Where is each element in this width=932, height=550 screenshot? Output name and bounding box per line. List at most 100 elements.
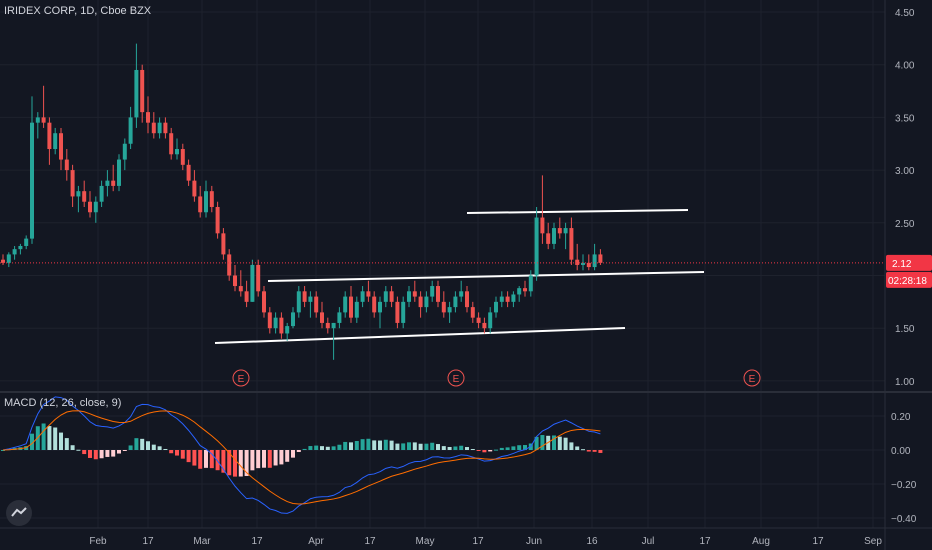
candle-body [163, 122, 168, 134]
time-tick-label: Jun [526, 536, 542, 547]
macd-histogram-bar [412, 442, 417, 450]
candle-body [267, 312, 272, 329]
candle-body [105, 180, 110, 186]
macd-histogram-bar [267, 450, 272, 468]
time-tick-label: Jul [642, 536, 655, 547]
macd-title[interactable]: MACD (12, 26, close, 9) [4, 397, 122, 409]
macd-indicator [1, 396, 603, 514]
price-tick-label: 3.50 [895, 113, 915, 124]
candle-body [360, 291, 365, 302]
time-tick-label: 16 [586, 536, 598, 547]
candle-body [494, 301, 498, 313]
candle-body [389, 291, 394, 302]
candle-body [325, 322, 330, 329]
macd-histogram-bar [453, 446, 458, 450]
macd-histogram-bar [592, 450, 597, 452]
macd-histogram-bar [163, 448, 168, 450]
macd-histogram-bar [296, 450, 301, 452]
candle-body [436, 286, 440, 302]
macd-histogram-bar [424, 443, 429, 450]
macd-histogram-bar [552, 435, 556, 450]
candle-body [285, 326, 290, 334]
candle-body [505, 296, 510, 302]
macd-histogram-bar [395, 443, 400, 450]
candle-body [441, 301, 446, 313]
trendline [466, 209, 689, 214]
macd-histogram-bar [215, 450, 220, 471]
macd-histogram-bar [128, 445, 133, 450]
macd-histogram-bar [99, 450, 104, 459]
macd-histogram-bar [447, 446, 452, 450]
candle-body [453, 296, 458, 308]
candle-body [575, 259, 580, 265]
candle-body [24, 238, 29, 246]
candle-body [180, 149, 185, 165]
macd-histogram-bar [534, 436, 539, 450]
macd-histogram-bar [337, 444, 342, 450]
time-tick-label: 17 [364, 536, 376, 547]
macd-histogram-bar [291, 450, 295, 458]
candle-body [546, 233, 551, 244]
macd-histogram-bar [256, 450, 261, 469]
candle-body [592, 254, 597, 268]
symbol-title[interactable]: IRIDEX CORP, 1D, Cboe BZX [4, 5, 152, 17]
candle-body [407, 291, 411, 302]
candle-body [209, 191, 214, 207]
macd-histogram-bar [111, 450, 116, 457]
candle-body [12, 249, 17, 255]
macd-histogram-bar [563, 437, 568, 450]
trendlines[interactable] [214, 209, 705, 344]
candle-body [354, 301, 359, 318]
candle-body [314, 296, 319, 313]
macd-histogram-bar [88, 450, 92, 458]
candle-body [424, 296, 429, 308]
earnings-marker [447, 369, 465, 387]
macd-histogram-bar [436, 444, 440, 450]
macd-histogram-bar [175, 450, 179, 456]
macd-tick-label: 0.00 [891, 446, 911, 457]
candle-body [563, 228, 568, 234]
macd-histogram-bar [209, 450, 214, 469]
candle-body [291, 312, 295, 327]
countdown-text: 02:28:18 [888, 276, 927, 287]
candle-body [169, 133, 174, 155]
time-tick-label: Mar [193, 536, 211, 547]
macd-histogram-bar [494, 449, 498, 451]
macd-histogram-bar [383, 439, 388, 450]
time-tick-label: Aug [752, 536, 770, 547]
macd-histogram-bar [64, 438, 69, 450]
tradingview-logo-icon[interactable] [6, 500, 32, 526]
macd-histogram-bar [598, 450, 603, 453]
candle-body [401, 301, 406, 323]
candle-body [476, 317, 481, 323]
candle-body [204, 191, 208, 213]
price-tick-label: 4.50 [895, 8, 915, 19]
candle-body [6, 254, 11, 263]
candle-body [134, 69, 139, 118]
candle-body [93, 201, 98, 213]
trendline [214, 327, 626, 344]
time-tick-label: May [416, 536, 435, 547]
earnings-marker-label: E [749, 374, 756, 385]
candle-body [250, 264, 255, 302]
macd-histogram-bar [407, 442, 411, 450]
candle-body [128, 117, 133, 144]
time-tick-label: 17 [699, 536, 711, 547]
candle-body [215, 206, 220, 234]
candle-body [47, 122, 52, 150]
last-price-text: 2.12 [892, 259, 912, 270]
macd-histogram-bar [505, 447, 510, 450]
macd-histogram-bar [418, 443, 423, 450]
macd-histogram-bar [1, 450, 5, 451]
candle-body [459, 291, 464, 297]
macd-histogram-bar [459, 445, 464, 450]
macd-histogram-bar [314, 445, 319, 450]
price-tick-label: 1.00 [895, 377, 915, 388]
candle-body [598, 254, 603, 263]
signal-line [2, 410, 601, 505]
candle-body [540, 217, 545, 234]
candle-body [523, 288, 527, 292]
candle-body [372, 296, 377, 313]
macd-histogram-bar [250, 450, 255, 471]
